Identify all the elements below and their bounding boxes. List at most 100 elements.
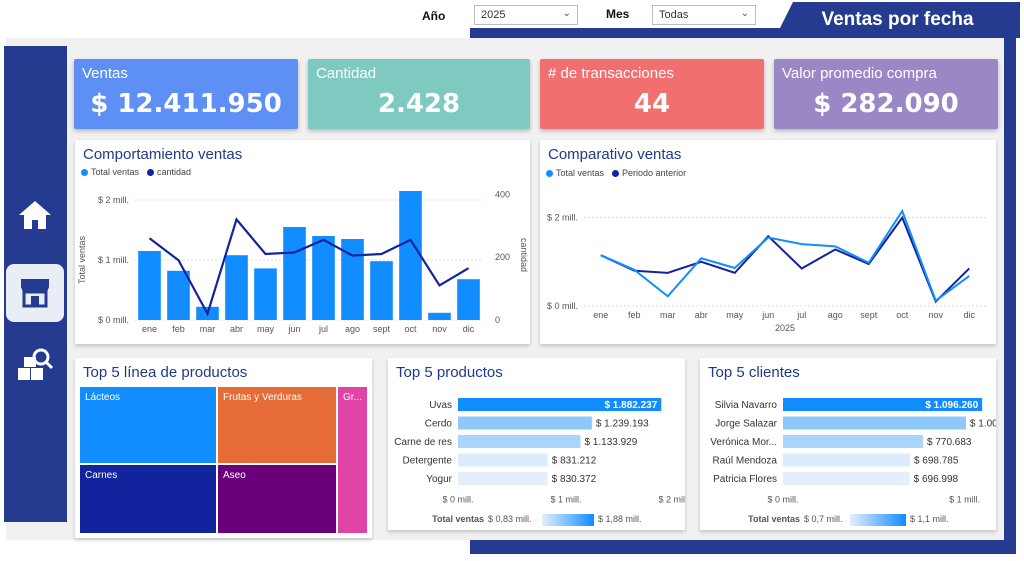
bar-chart-productos: Uvas $ 1.882.237 Cerdo $ 1.239.193 Carne de … (394, 398, 685, 526)
treemap-tile-carnes[interactable]: Carnes (79, 464, 217, 534)
kpi-card-cantidad: Cantidad 2.428 (308, 59, 530, 129)
bar (783, 435, 924, 448)
page-title: Ventas por fecha (775, 2, 1020, 38)
bar-total-ventas (283, 227, 306, 320)
y-tick-label: $ 2 mill. (547, 213, 578, 223)
bar (783, 398, 983, 411)
x-tick-label: may (257, 324, 275, 334)
chart-legend: Total ventas Periodo anterior (546, 168, 686, 178)
legend-item[interactable]: Total ventas (546, 168, 604, 178)
category-label: Detergente (403, 456, 453, 467)
kpi-value: $ 282.090 (813, 89, 959, 119)
gradient-min-label: $ 0,83 mill. (488, 514, 532, 524)
treemap-tile-granos[interactable]: Gr... (337, 386, 368, 534)
y-right-tick-label: 400 (495, 189, 510, 199)
nav-store-button[interactable] (6, 264, 64, 322)
category-label: Verónica Mor... (710, 437, 777, 448)
x-tick-label: $ 0 mill. (767, 495, 798, 505)
y-axis-left-label: Total ventas (77, 235, 87, 284)
gradient-min-label: $ 0,7 mill. (804, 514, 843, 524)
treemap-tile-frutas[interactable]: Frutas y Verduras (217, 386, 337, 464)
comparativo-ventas-card: Comparativo ventas Total ventas Periodo … (540, 140, 996, 344)
gradient-max-label: $ 1,88 mill. (598, 514, 642, 524)
line-cantidad (148, 217, 470, 317)
bar-total-ventas (138, 251, 161, 320)
x-tick-label: jun (761, 310, 774, 320)
x-tick-label: jul (796, 310, 806, 320)
x-tick-label: sept (860, 310, 878, 320)
bar-total-ventas (370, 261, 393, 320)
x-tick-label: abr (230, 324, 243, 334)
card-title: Comportamiento ventas (83, 146, 243, 163)
treemap-tile-aseo[interactable]: Aseo (217, 464, 337, 534)
category-label: Patricia Flores (713, 474, 777, 485)
bar-value-label: $ 831.212 (552, 456, 597, 467)
month-value: Todas (659, 9, 689, 21)
bar-value-label: $ 830.372 (552, 474, 597, 485)
x-tick-label: abr (695, 310, 708, 320)
bar (783, 472, 910, 485)
bar-value-label: $ 1.882.237 (604, 400, 657, 411)
treemap-tile-lacteos[interactable]: Lácteos (79, 386, 217, 464)
line-chart: $ 2 mill. $ 0 mill. ene feb mar abr may jun jul a… (547, 208, 986, 333)
year-dropdown[interactable]: 2025 ⌄ (474, 5, 578, 25)
bar-total-ventas (428, 312, 451, 320)
nav-home-button[interactable] (6, 186, 64, 244)
x-tick-label: dic (963, 310, 975, 320)
bar-value-label: $ 1.133.929 (584, 437, 637, 448)
kpi-title: # de transacciones (548, 65, 674, 82)
month-dropdown[interactable]: Todas ⌄ (652, 5, 756, 25)
kpi-value: 44 (633, 89, 671, 119)
kpi-title: Cantidad (316, 65, 377, 82)
bar (783, 453, 910, 467)
bar-value-label: $ 770.683 (927, 437, 972, 448)
bar-value-label: $ 698.785 (914, 456, 959, 467)
top-lineas-card: Top 5 línea de productos Lácteos Frutas … (75, 358, 372, 538)
top-clientes-card: Top 5 clientes Silvia Navarro $ 1.096.260… (700, 358, 996, 530)
line-total-ventas (600, 208, 970, 303)
bar (783, 416, 966, 430)
category-label: Jorge Salazar (715, 419, 777, 430)
y-tick-label: $ 0 mill. (547, 301, 578, 311)
y-tick-label: $ 2 mill. (98, 195, 129, 205)
bar (458, 398, 662, 411)
x-tick-label: $ 1 mill. (949, 495, 980, 505)
bar-total-ventas (167, 270, 190, 320)
kpi-card-valor-promedio: Valor promedio compra $ 282.090 (774, 59, 998, 129)
category-label: Uvas (429, 400, 452, 411)
x-tick-label: mar (660, 310, 676, 320)
month-filter-label: Mes (606, 7, 630, 21)
x-tick-label: nov (928, 310, 943, 320)
nav-products-button[interactable] (6, 336, 64, 394)
x-tick-label: ene (593, 310, 608, 320)
y-tick-label: $ 1 mill. (98, 255, 129, 265)
line-periodo-anterior (600, 215, 970, 304)
legend-item[interactable]: Total ventas (81, 167, 139, 177)
bar-total-ventas (312, 236, 335, 320)
x-tick-label: $ 0 mill. (442, 495, 473, 505)
bar (458, 472, 548, 485)
sidebar (4, 46, 67, 522)
x-tick-label: may (726, 310, 744, 320)
x-tick-label: ago (345, 324, 360, 334)
year-value: 2025 (481, 9, 506, 21)
combo-chart: Total ventas cantidad $ 2 mill. $ 1 mill.… (77, 189, 529, 334)
year-filter-label: Año (422, 9, 446, 23)
bar-chart-clientes: Silvia Navarro $ 1.096.260 Jorge Salazar $ … (710, 398, 996, 526)
legend-item[interactable]: Periodo anterior (612, 168, 686, 178)
bar-total-ventas (399, 191, 422, 320)
bar-value-label: $ 1.006.940 (970, 419, 996, 430)
product-search-icon (18, 348, 54, 380)
category-label: Raúl Mendoza (713, 456, 778, 467)
category-label: Silvia Navarro (715, 400, 778, 411)
x-tick-label: ago (828, 310, 843, 320)
x-tick-label: $ 2 mill. (658, 495, 685, 505)
kpi-title: Ventas (82, 65, 128, 82)
category-label: Cerdo (425, 419, 453, 430)
gradient-max-label: $ 1,1 mill. (910, 514, 949, 524)
legend-item[interactable]: cantidad (147, 167, 191, 177)
top-productos-card: Top 5 productos Uvas $ 1.882.237 Cerdo $ 1.… (388, 358, 685, 530)
x-tick-label: nov (432, 324, 447, 334)
kpi-value: $ 12.411.950 (90, 89, 282, 119)
chevron-down-icon: ⌄ (740, 8, 749, 19)
